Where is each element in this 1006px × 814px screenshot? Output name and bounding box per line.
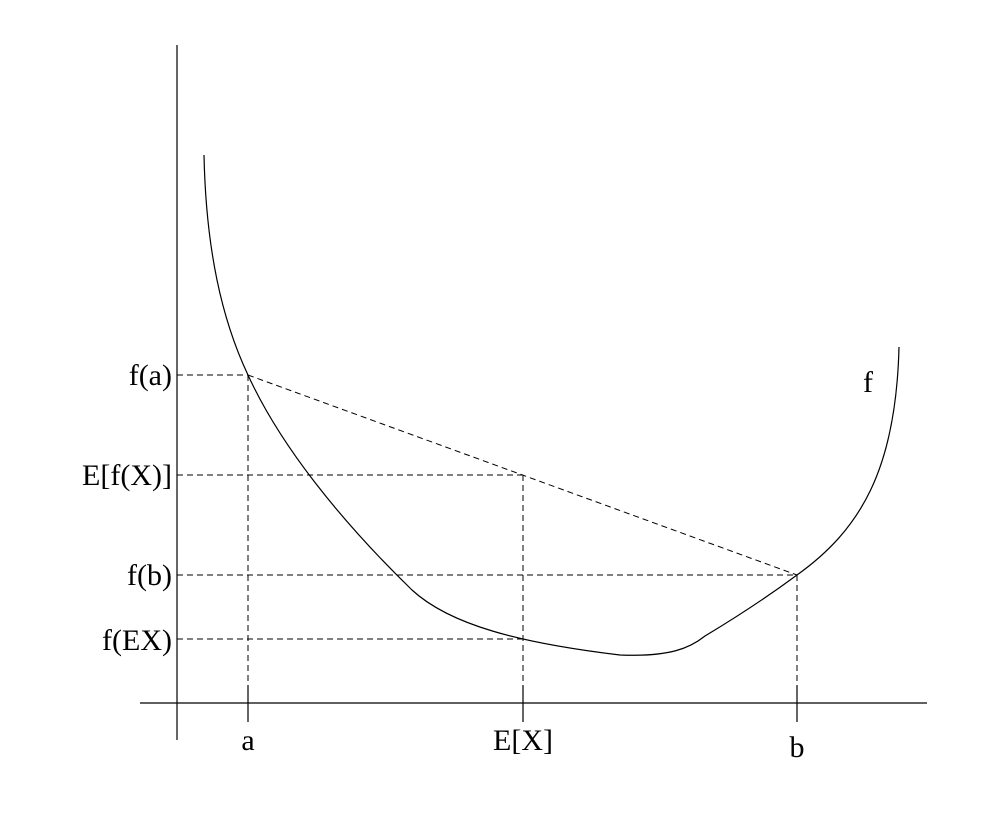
label-a: a bbox=[241, 724, 254, 757]
label-e-f-x: E[f(X)] bbox=[82, 459, 172, 492]
label-f-ex: f(EX) bbox=[102, 624, 172, 657]
label-b: b bbox=[790, 731, 805, 764]
label-f-a: f(a) bbox=[129, 359, 172, 392]
label-ex: E[X] bbox=[493, 724, 553, 757]
curve-label-f: f bbox=[863, 366, 873, 399]
convex-curve-f bbox=[203, 154, 900, 656]
label-f-b: f(b) bbox=[127, 559, 172, 592]
